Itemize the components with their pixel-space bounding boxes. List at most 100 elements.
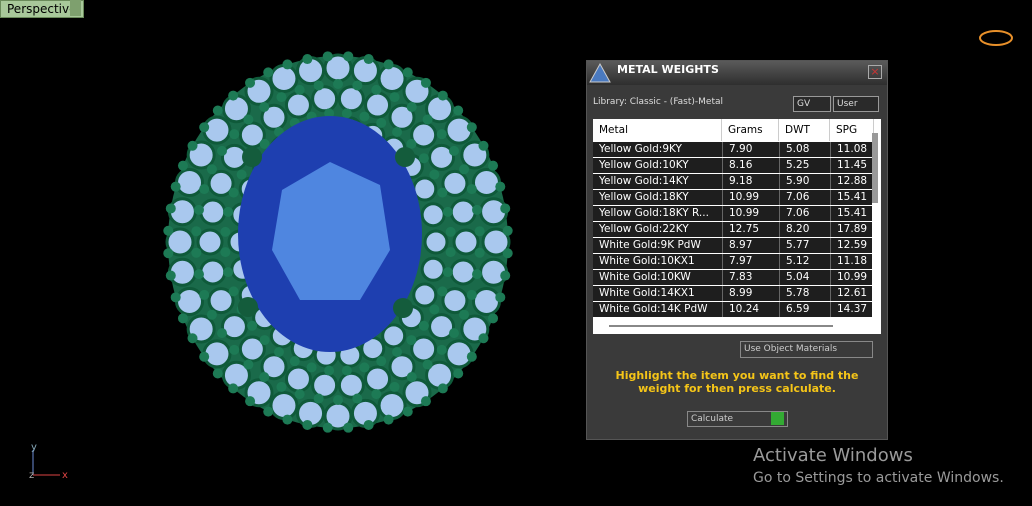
accent-stone — [175, 167, 205, 197]
accent-stone — [377, 63, 407, 93]
table-cell: 5.08 — [779, 142, 829, 157]
table-cell: 11.45 — [830, 158, 872, 173]
table-cell: 6.59 — [779, 302, 829, 317]
table-cell: 11.08 — [830, 142, 872, 157]
table-cell: 7.06 — [779, 190, 829, 205]
bead — [212, 105, 223, 116]
bead — [263, 67, 274, 78]
table-row[interactable] — [593, 286, 872, 301]
table-row[interactable] — [593, 174, 872, 189]
bead — [406, 335, 417, 346]
table-row[interactable] — [593, 190, 872, 205]
bead — [466, 351, 477, 362]
bead — [352, 393, 363, 404]
gem-table — [272, 162, 390, 300]
jewel-model — [163, 51, 513, 433]
library-label: Library: Classic - (Fast)-Metal — [593, 97, 724, 107]
bead — [228, 187, 239, 198]
ring-icon[interactable] — [979, 30, 1013, 46]
bead — [459, 164, 470, 175]
accent-stone — [199, 258, 227, 286]
close-button[interactable]: × — [868, 65, 882, 79]
bead — [406, 371, 417, 382]
table-cell: 7.97 — [722, 254, 778, 269]
bead — [341, 365, 352, 376]
axis-z-label: z — [29, 470, 34, 481]
calculate-go[interactable] — [771, 412, 784, 425]
prong — [395, 147, 415, 167]
bead — [437, 383, 448, 394]
table-row[interactable] — [593, 270, 872, 285]
bead — [245, 77, 256, 88]
bead — [187, 140, 198, 151]
accent-stone — [452, 228, 480, 256]
bead — [383, 414, 394, 425]
table-cell: 8.16 — [722, 158, 778, 173]
table-cell: 17.89 — [830, 222, 872, 237]
dialog-title: METAL WEIGHTS — [617, 63, 719, 76]
bead — [478, 140, 489, 151]
watermark-title: Activate Windows — [753, 445, 913, 466]
table-cell: Yellow Gold:18KY — [599, 191, 689, 203]
accent-stone — [207, 287, 235, 315]
bead — [273, 346, 284, 357]
bead — [495, 292, 506, 303]
bead — [247, 320, 258, 331]
watermark-subtitle: Go to Settings to activate Windows. — [753, 470, 1004, 486]
table-row[interactable] — [593, 254, 872, 269]
table-cell: Yellow Gold:14KY — [599, 175, 689, 187]
bead — [474, 226, 485, 237]
accent-stone — [388, 353, 416, 381]
bead — [418, 320, 429, 331]
table-row[interactable] — [593, 302, 872, 317]
v-scrollbar — [872, 133, 878, 203]
bead — [223, 206, 234, 217]
accent-stone — [428, 143, 456, 171]
table-cell: 10.99 — [830, 270, 872, 285]
table-row[interactable] — [593, 142, 872, 157]
bead — [478, 333, 489, 344]
table-row[interactable] — [593, 158, 872, 173]
gv-button[interactable]: GV — [793, 96, 831, 112]
viewport-label[interactable]: Perspective — [0, 0, 84, 18]
axis-x-label: x — [62, 470, 68, 481]
bead — [199, 184, 210, 195]
bead — [177, 313, 188, 324]
accent-stone — [260, 353, 288, 381]
accent-stone — [260, 103, 288, 131]
bead — [442, 206, 453, 217]
bead — [313, 393, 324, 404]
bead — [445, 247, 456, 258]
table-cell: 9.18 — [722, 174, 778, 189]
bead — [437, 187, 448, 198]
bead — [216, 145, 227, 156]
bead — [437, 90, 448, 101]
table-cell: White Gold:9K PdW — [599, 239, 701, 251]
bead — [389, 92, 400, 103]
table-row[interactable] — [593, 222, 872, 237]
bead — [282, 59, 293, 70]
calculate-button[interactable]: Calculate — [687, 411, 788, 427]
table-row[interactable] — [593, 206, 872, 221]
bead — [216, 328, 227, 339]
table-row[interactable] — [593, 238, 872, 253]
viewport-menu[interactable] — [70, 0, 81, 16]
bead — [420, 396, 431, 407]
use-object-materials[interactable]: Use Object Materials — [740, 341, 873, 358]
table-cell: 8.20 — [779, 222, 829, 237]
accent-stone — [441, 169, 469, 197]
table-cell: 11.18 — [830, 254, 872, 269]
table-cell: Yellow Gold:18KY R... — [599, 207, 709, 219]
accent-stone — [381, 323, 407, 349]
bead — [259, 335, 270, 346]
bead — [376, 356, 387, 367]
bead — [422, 359, 433, 370]
bead — [177, 160, 188, 171]
table-cell: White Gold:14KX1 — [599, 287, 695, 299]
accent-stone — [284, 91, 312, 119]
user-button[interactable]: User — [833, 96, 879, 112]
accent-stone — [423, 229, 449, 255]
bead — [229, 344, 240, 355]
bead — [495, 181, 506, 192]
bead — [488, 160, 499, 171]
